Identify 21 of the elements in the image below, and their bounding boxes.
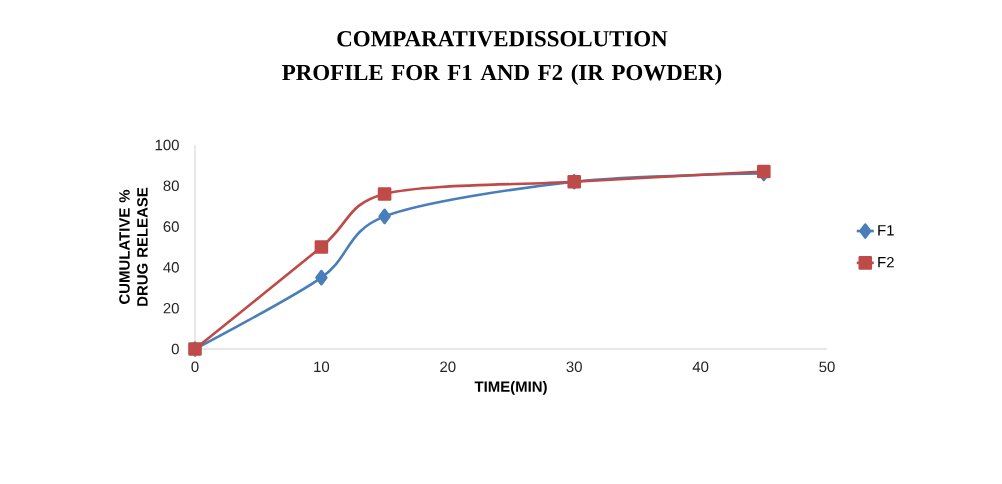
x-tick-label: 40 <box>692 361 709 373</box>
x-tick-label: 20 <box>440 361 456 373</box>
point <box>378 208 391 225</box>
point <box>377 187 392 201</box>
x-tick-label: 0 <box>191 361 199 373</box>
point <box>315 269 328 286</box>
y-axis-title: CUMULATIVE % DRUG RELEASE <box>119 187 148 306</box>
y-tick-label: 100 <box>155 139 179 151</box>
y-tick-label: 0 <box>171 343 179 355</box>
y-tick-label: 60 <box>163 221 179 232</box>
y-tick-label: 40 <box>163 262 179 273</box>
x-tick-label: 30 <box>566 361 582 373</box>
y-tick-label: 80 <box>163 180 179 192</box>
x-tick-label: 50 <box>819 361 835 373</box>
chart-title: COMPARATIVEDISSOLUTION PROFILE FOR F1 AND F2 (IR POWDER) <box>282 31 722 85</box>
y-tick-label: 20 <box>163 302 179 314</box>
legend-label: F1 <box>878 225 894 236</box>
legend-label: F2 <box>878 256 894 268</box>
point <box>314 240 329 254</box>
x-tick-label: 10 <box>314 361 330 373</box>
x-axis-title: TIME(MIN) <box>474 380 547 395</box>
